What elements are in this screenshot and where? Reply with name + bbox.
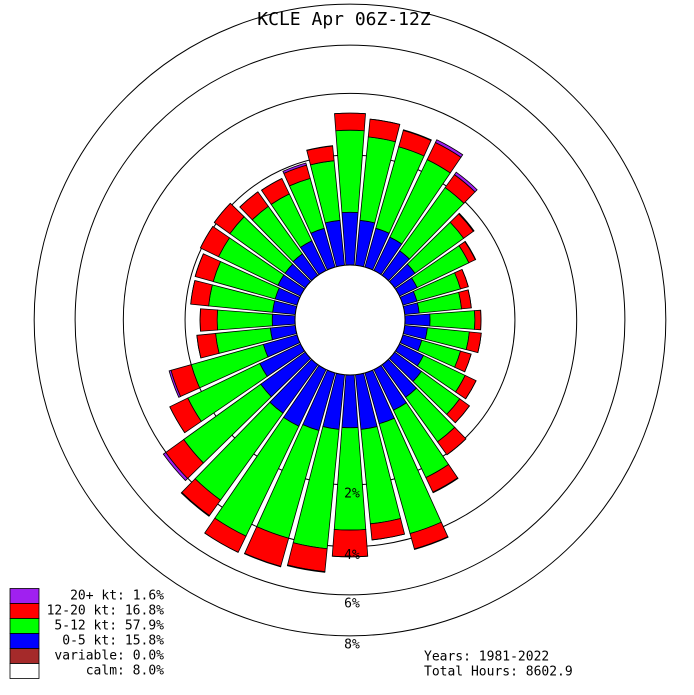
bar-segment	[282, 162, 307, 174]
years-note: Years: 1981-2022	[424, 650, 549, 665]
ring	[33, 3, 667, 637]
chart-title: KCLE Apr 06Z-12Z	[257, 9, 431, 30]
bar-segment	[168, 369, 182, 398]
hours-note: Total Hours: 8602.9	[424, 665, 573, 680]
bar-segment	[196, 335, 202, 359]
calm-circle	[294, 264, 406, 376]
bar-segment	[453, 171, 478, 193]
legend-label: 20+ kt: 1.6%	[70, 589, 164, 604]
ring-label: 2%	[344, 486, 360, 501]
ring-label: 6%	[344, 596, 360, 611]
bar-segment	[404, 313, 431, 327]
bar-segment	[434, 139, 464, 158]
bar-segment	[180, 491, 210, 517]
bar-segment	[286, 564, 326, 573]
bar-segment	[370, 118, 400, 125]
ring-label: 8%	[344, 637, 360, 652]
bar-segment	[199, 308, 218, 332]
bar-segment	[334, 112, 366, 132]
ring	[74, 44, 626, 596]
bar-segment	[194, 253, 204, 277]
bar-segment	[467, 289, 472, 308]
bar-segment	[332, 555, 368, 558]
bar-segment	[371, 533, 405, 541]
bar-segment	[432, 477, 459, 494]
bar-segment	[402, 129, 432, 141]
bar-segment	[162, 451, 189, 482]
bar-segment	[306, 145, 334, 152]
bar-segment	[243, 552, 282, 568]
bar-segment	[455, 405, 470, 424]
legend-swatch	[9, 603, 40, 619]
bar-segment	[169, 406, 186, 433]
legend-label: 0-5 kt: 15.8%	[62, 634, 164, 649]
legend-swatch	[9, 663, 40, 679]
bar-segment	[429, 310, 476, 330]
legend-label: 5-12 kt: 57.9%	[54, 619, 164, 634]
bar-segment	[204, 532, 239, 553]
bar-segment	[458, 212, 475, 232]
bar-segment	[239, 191, 259, 208]
legend-label: 12-20 kt: 16.8%	[47, 604, 165, 619]
bar-segment	[413, 536, 449, 550]
legend-swatch	[9, 588, 40, 604]
legend-swatch	[9, 618, 40, 634]
legend-label: variable: 0.0%	[54, 649, 164, 664]
ring-label: 4%	[344, 548, 360, 563]
bar-segment	[474, 309, 482, 331]
bar-segment	[271, 313, 296, 327]
legend-swatch	[9, 648, 40, 664]
legend-swatch	[9, 633, 40, 649]
bar-segment	[464, 240, 477, 261]
legend-label: calm: 8.0%	[86, 664, 164, 679]
